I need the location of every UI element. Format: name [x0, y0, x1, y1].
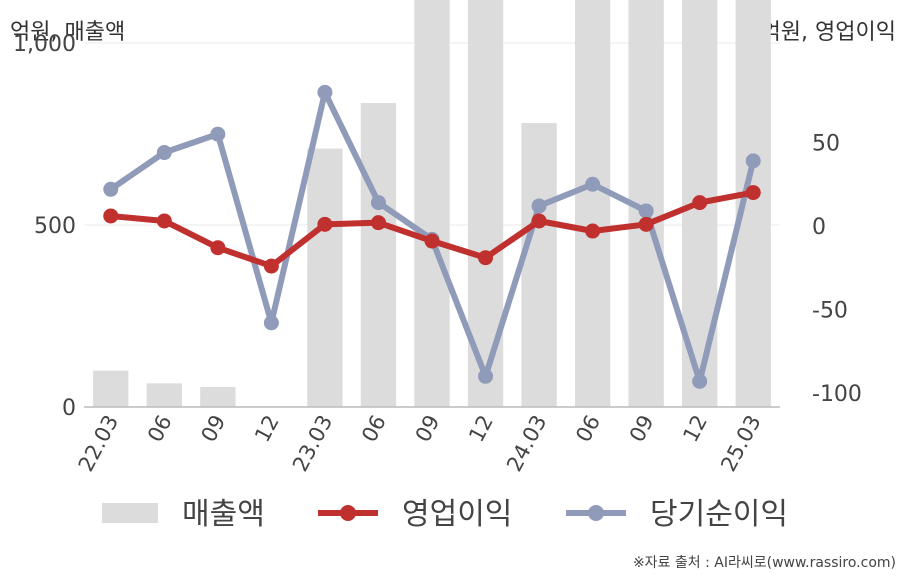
- bar-revenue: [360, 103, 397, 407]
- op-income-point: [745, 185, 761, 201]
- legend-label-revenue: 매출액: [182, 497, 265, 532]
- op-income-point: [638, 216, 654, 232]
- op-income-point: [103, 208, 119, 224]
- y-right-tick-label: -50: [812, 299, 848, 324]
- op-income-point: [585, 223, 601, 239]
- y-right-tick-label: 50: [812, 132, 840, 157]
- net-income-point: [263, 315, 279, 331]
- net-income-point: [103, 181, 119, 197]
- bar-revenue: [200, 386, 236, 407]
- net-income-point: [156, 145, 172, 161]
- source-note: ※자료 출처 : AI라씨로(www.rassiro.com): [632, 555, 896, 571]
- bar-revenue: [521, 123, 557, 407]
- bar-revenue: [93, 370, 129, 407]
- net-income-point: [317, 84, 333, 100]
- x-tick-label: 24.03: [502, 411, 551, 475]
- net-income-point: [745, 153, 761, 169]
- x-tick-label: 06: [143, 411, 177, 446]
- y-right-tick-label: -100: [812, 382, 862, 407]
- op-income-point: [370, 215, 386, 231]
- net-income-point: [585, 176, 601, 192]
- x-tick-label: 22.03: [74, 411, 123, 475]
- op-income-point: [692, 195, 708, 211]
- x-tick-label: 09: [625, 411, 659, 446]
- bar-revenue: [414, 0, 450, 407]
- op-income-point: [317, 216, 333, 232]
- bar-revenue: [146, 383, 182, 407]
- op-income-point: [156, 213, 172, 229]
- op-income-point: [478, 250, 494, 266]
- y-left-tick-label: 1,000: [13, 32, 76, 57]
- x-tick-label: 12: [250, 411, 284, 446]
- legend-marker-net-income: [588, 505, 604, 521]
- net-income-point: [692, 373, 708, 389]
- net-income-point: [478, 368, 494, 384]
- net-income-point: [531, 198, 547, 214]
- bar-revenue: [307, 148, 343, 407]
- bar-revenue: [574, 0, 611, 408]
- legend: 매출액 영업이익 당기순이익: [102, 497, 788, 532]
- x-tick-label: 23.03: [288, 411, 337, 475]
- x-tick-label: 06: [571, 411, 605, 446]
- net-income-point: [638, 203, 654, 219]
- y-left-tick-label: 0: [62, 396, 76, 421]
- legend-swatch-revenue: [102, 503, 158, 523]
- op-income-point: [263, 258, 279, 274]
- x-tick-label: 25.03: [716, 411, 765, 475]
- right-axis-unit: 억원, 영업이익: [760, 20, 896, 45]
- x-tick-label: 12: [678, 411, 712, 446]
- x-tick-label: 06: [357, 411, 391, 446]
- op-income-point: [424, 233, 440, 249]
- x-tick-label: 12: [464, 411, 498, 446]
- net-income-point: [210, 126, 226, 142]
- legend-marker-op-income: [340, 505, 356, 521]
- y-left-tick-label: 500: [34, 214, 76, 239]
- op-income-point: [210, 240, 226, 256]
- left-axis-unit: 억원, 매출액: [10, 20, 126, 45]
- x-tick-label: 09: [197, 411, 231, 446]
- y-right-tick-label: 0: [812, 215, 826, 240]
- x-tick-label: 09: [411, 411, 445, 446]
- net-income-point: [370, 195, 386, 211]
- op-income-point: [531, 213, 547, 229]
- legend-label-op-income: 영업이익: [402, 497, 512, 532]
- legend-label-net-income: 당기순이익: [650, 497, 788, 532]
